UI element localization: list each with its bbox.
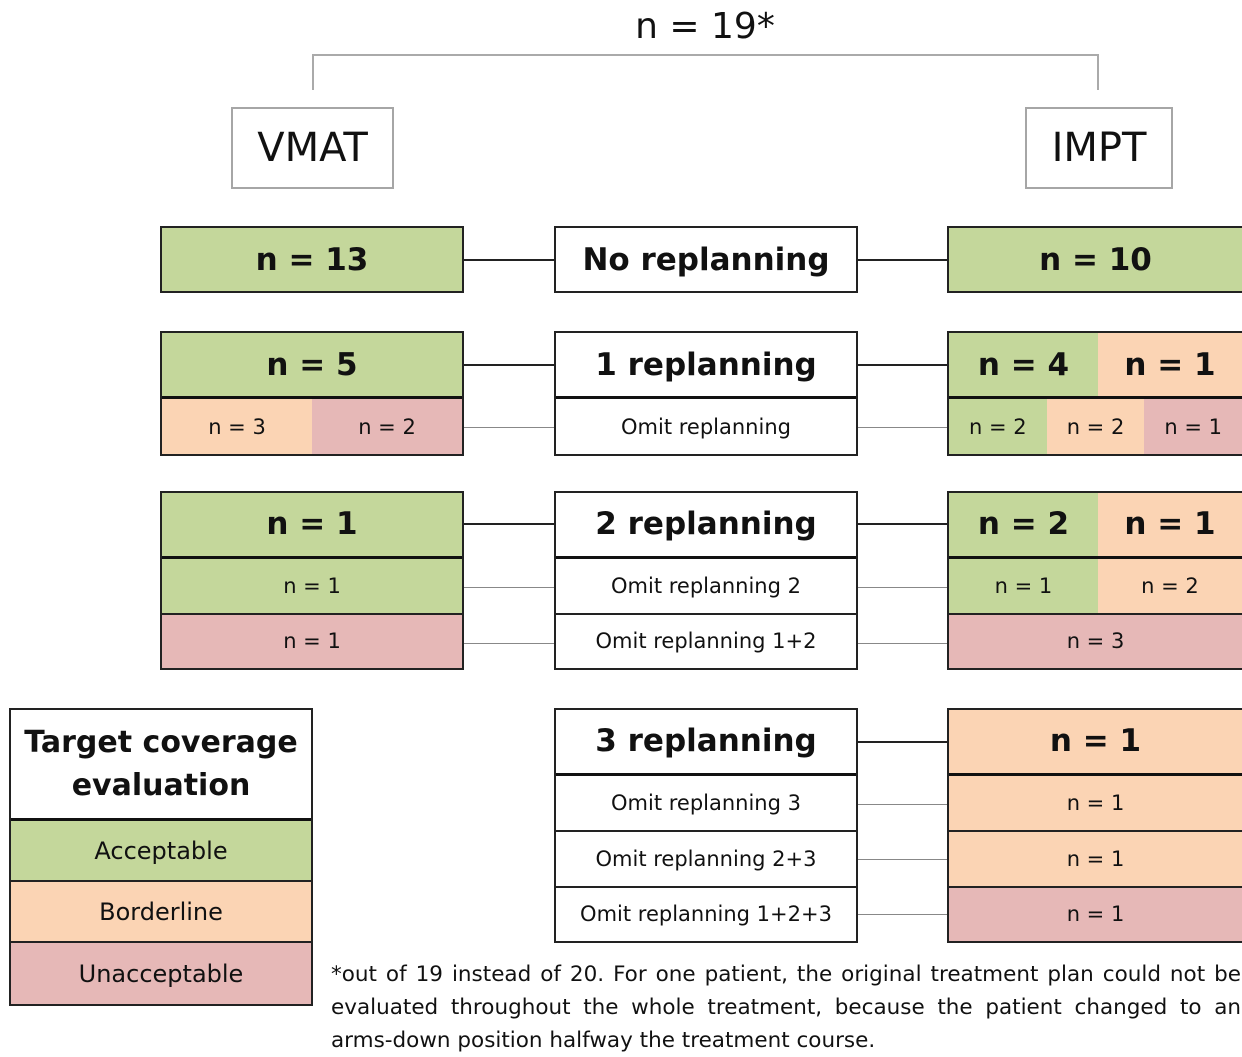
legend-item: Borderline <box>11 882 311 942</box>
cell: n = 1 <box>949 832 1242 886</box>
connector <box>464 523 554 525</box>
cell: 2 replanning <box>595 506 817 543</box>
cell: Omit replanning 2 <box>611 573 801 598</box>
cell: n = 5 <box>162 333 462 397</box>
cell: No replanning <box>582 241 830 278</box>
vmat-box: n = 13 <box>160 226 464 293</box>
bracket <box>312 54 1099 90</box>
cell: n = 3 <box>949 614 1242 669</box>
step-box: 3 replanning Omit replanning 3 Omit repl… <box>554 708 858 943</box>
cell: n = 2 <box>1046 399 1145 454</box>
cell: n = 10 <box>949 228 1242 291</box>
cell: n = 1 <box>1144 399 1242 454</box>
cell: n = 1 <box>949 558 1098 613</box>
vmat-box: n = 1 n = 1 n = 1 <box>160 491 464 670</box>
impt-box: n = 1 n = 1 n = 1 n = 1 <box>947 708 1242 943</box>
legend-item: Acceptable <box>11 821 311 881</box>
connector <box>858 427 947 428</box>
connector <box>858 804 947 805</box>
impt-box: n = 10 <box>947 226 1242 293</box>
cell: 3 replanning <box>595 723 817 760</box>
cell: n = 2 <box>1097 558 1242 613</box>
cell: n = 1 <box>162 493 462 556</box>
cell: Omit replanning 3 <box>611 791 801 816</box>
connector <box>464 427 554 428</box>
total-label: n = 19* <box>635 6 775 47</box>
cell: n = 1 <box>162 558 462 613</box>
cell: Omit replanning <box>621 414 791 439</box>
cell: n = 1 <box>949 887 1242 941</box>
cell: n = 13 <box>162 228 462 291</box>
cell: n = 1 <box>162 614 462 669</box>
connector <box>858 364 947 366</box>
connector <box>464 259 554 261</box>
connector <box>858 587 947 588</box>
cell: n = 3 <box>162 399 312 454</box>
cell: n = 2 <box>949 399 1047 454</box>
step-box: 2 replanning Omit replanning 2 Omit repl… <box>554 491 858 670</box>
cell: Omit replanning 1+2 <box>595 629 817 654</box>
connector <box>464 643 554 644</box>
cell: Omit replanning 1+2+3 <box>580 902 832 927</box>
cell: Omit replanning 2+3 <box>595 846 817 871</box>
cell: n = 1 <box>1097 333 1242 397</box>
arm-box: VMAT <box>231 107 394 189</box>
cell: n = 2 <box>949 493 1098 556</box>
connector <box>858 259 947 261</box>
legend-item: Unacceptable <box>11 943 311 1005</box>
connector <box>464 587 554 588</box>
cell: n = 4 <box>949 333 1098 397</box>
footnote: *out of 19 instead of 20. For one patien… <box>331 962 1241 1053</box>
cell: n = 2 <box>312 399 462 454</box>
cell: n = 1 <box>949 710 1242 773</box>
cell: n = 1 <box>949 775 1242 831</box>
connector <box>858 741 947 743</box>
cell: n = 1 <box>1097 493 1242 556</box>
arm-box: IMPT <box>1025 107 1173 189</box>
connector <box>858 859 947 860</box>
connector <box>464 364 554 366</box>
legend: Target coverage evaluation Acceptable Bo… <box>9 708 313 1006</box>
legend-title: Target coverage evaluation <box>24 725 298 804</box>
connector <box>858 523 947 525</box>
step-box: No replanning <box>554 226 858 293</box>
cell: 1 replanning <box>595 346 817 383</box>
connector <box>858 643 947 644</box>
connector <box>858 914 947 915</box>
step-box: 1 replanning Omit replanning <box>554 331 858 456</box>
